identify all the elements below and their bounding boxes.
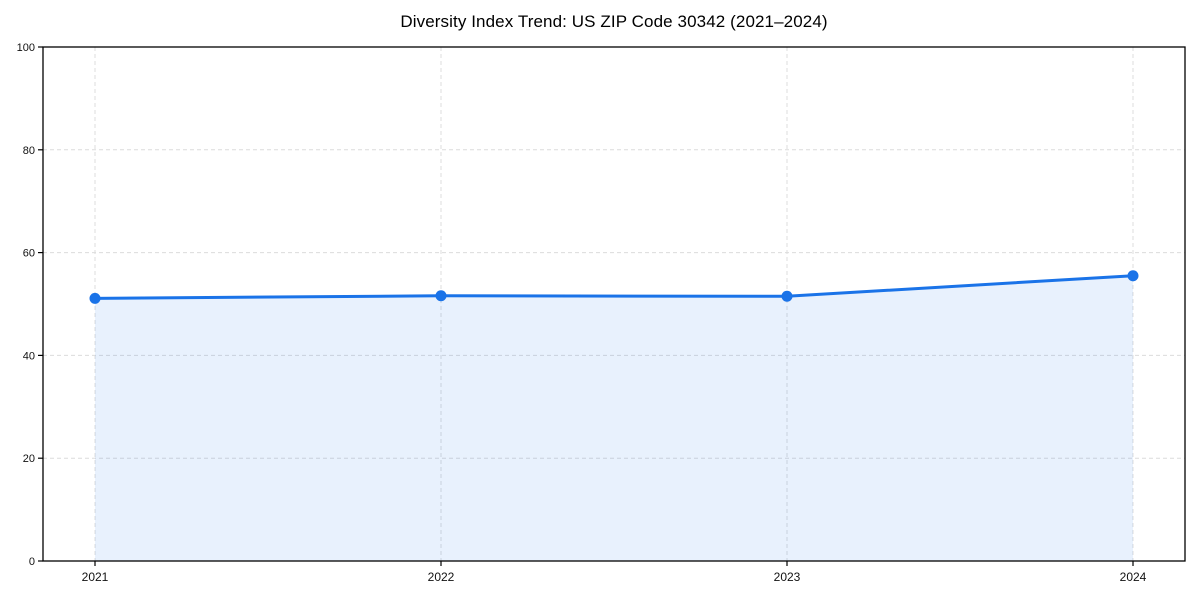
- y-tick-label: 40: [23, 350, 35, 362]
- trend-line: [93, 274, 1135, 300]
- series-layer: [89, 270, 1139, 561]
- x-tick-label: 2024: [1120, 570, 1147, 584]
- axis-layer: 0 20 40 60 80 100 2021 2022 2023 2024: [17, 42, 1186, 584]
- x-tick-label: 2021: [82, 570, 109, 584]
- area-fill: [95, 275, 1133, 561]
- chart-title: Diversity Index Trend: US ZIP Code 30342…: [400, 12, 828, 31]
- data-point-marker: [435, 290, 447, 302]
- data-point-marker: [89, 292, 101, 304]
- x-tick-label: 2023: [774, 570, 801, 584]
- y-tick-label: 80: [23, 145, 35, 157]
- y-tick-label: 0: [29, 556, 35, 568]
- y-tick-label: 20: [23, 453, 35, 465]
- y-tick-label: 60: [23, 248, 35, 260]
- x-tick-label: 2022: [428, 570, 455, 584]
- axis-spine-box: [42, 46, 1186, 562]
- y-tick-label: 100: [17, 42, 35, 54]
- data-point-marker: [781, 290, 793, 302]
- data-point-marker: [1127, 270, 1139, 282]
